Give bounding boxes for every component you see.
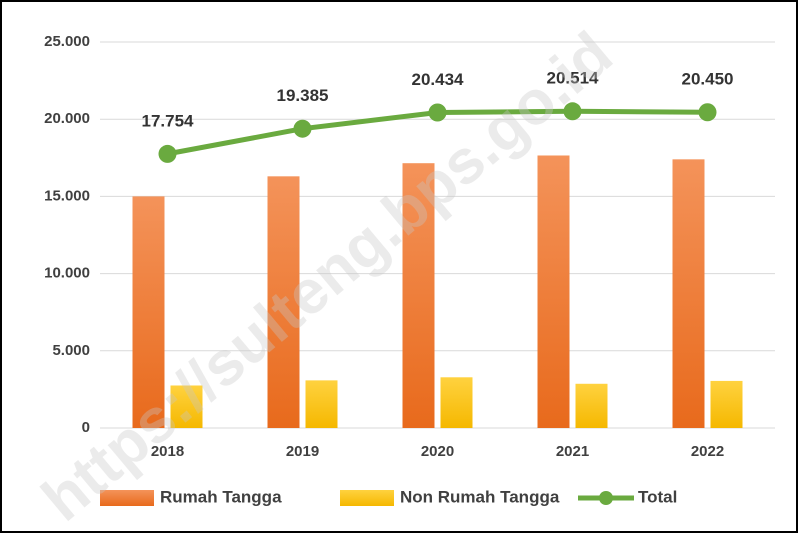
- line-marker: [428, 103, 447, 122]
- line-marker: [698, 103, 717, 122]
- legend-label: Total: [638, 487, 677, 506]
- bar: [170, 385, 203, 428]
- line-marker: [563, 102, 582, 121]
- bar: [537, 155, 570, 428]
- line-marker: [293, 119, 312, 138]
- data-label: 20.450: [682, 70, 734, 89]
- data-label: 20.514: [547, 69, 600, 88]
- bar: [402, 163, 435, 429]
- y-tick-label: 5.000: [52, 342, 90, 359]
- x-tick-label: 2019: [286, 443, 319, 460]
- data-label: 20.434: [412, 70, 465, 89]
- bar: [672, 159, 705, 428]
- bar: [267, 176, 300, 428]
- legend-swatch: [100, 490, 154, 506]
- y-tick-label: 20.000: [44, 110, 90, 127]
- bar: [305, 380, 338, 428]
- x-tick-label: 2021: [556, 443, 589, 460]
- bar: [575, 383, 608, 428]
- bar: [132, 196, 165, 428]
- x-tick-label: 2022: [691, 443, 724, 460]
- data-label: 19.385: [277, 86, 329, 105]
- bar: [440, 377, 473, 428]
- legend-label: Rumah Tangga: [160, 487, 282, 506]
- y-tick-label: 0: [82, 419, 90, 436]
- legend-label: Non Rumah Tangga: [400, 487, 560, 506]
- legend-swatch-marker: [599, 491, 613, 505]
- y-tick-label: 25.000: [44, 33, 90, 50]
- legend-swatch: [340, 490, 394, 506]
- y-tick-label: 10.000: [44, 265, 90, 282]
- x-tick-label: 2020: [421, 443, 454, 460]
- x-tick-label: 2018: [151, 443, 184, 460]
- y-tick-label: 15.000: [44, 187, 90, 204]
- data-label: 17.754: [142, 111, 195, 130]
- line-marker: [158, 144, 177, 163]
- bar: [710, 380, 743, 428]
